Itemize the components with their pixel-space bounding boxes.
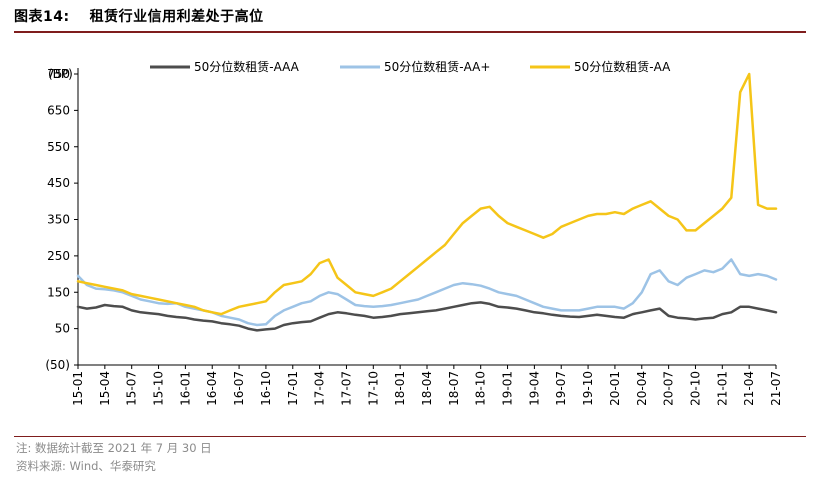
x-tick-label: 15-10: [152, 371, 166, 406]
x-tick-label: 18-04: [420, 371, 434, 406]
x-tick-label: 19-10: [581, 371, 595, 406]
legend-label-3: 50分位数租赁-AA: [574, 59, 671, 74]
x-tick-label: 19-07: [554, 371, 568, 406]
title-rule: [14, 31, 806, 33]
y-tick-label: 450: [47, 176, 70, 190]
series-line-1: [76, 301, 778, 332]
y-axis-label: (BP): [48, 67, 73, 81]
x-tick-label: 21-07: [769, 371, 783, 406]
x-tick-label: 16-10: [259, 371, 273, 406]
y-tick-label: 50: [55, 322, 70, 336]
x-tick-label: 16-01: [178, 371, 192, 406]
y-tick-label: 350: [47, 213, 70, 227]
x-tick-label: 15-04: [98, 371, 112, 406]
x-tick-label: 18-10: [474, 371, 488, 406]
legend-label-1: 50分位数租赁-AAA: [194, 59, 300, 74]
x-tick-label: 20-04: [635, 371, 649, 406]
chart-series-lines: [76, 72, 778, 332]
x-tick-label: 16-07: [232, 371, 246, 406]
x-tick-label: 20-10: [688, 371, 702, 406]
y-tick-label: (50): [45, 358, 70, 372]
y-tick-label: 750: [47, 67, 70, 81]
series-line-3: [76, 72, 778, 316]
y-tick-label: 250: [47, 249, 70, 263]
x-tick-label: 17-04: [313, 371, 327, 406]
legend-label-2: 50分位数租赁-AA+: [384, 59, 490, 74]
figure-label: 图表14:: [14, 9, 70, 25]
series-line-2: [76, 258, 778, 327]
footnote-date: 注: 数据统计截至 2021 年 7 月 30 日: [16, 441, 212, 455]
footnote-source: 资料来源: Wind、华泰研究: [16, 459, 156, 473]
x-tick-label: 18-07: [447, 371, 461, 406]
x-tick-label: 20-07: [662, 371, 676, 406]
x-tick-label: 15-01: [71, 371, 85, 406]
y-tick-label: 650: [47, 103, 70, 117]
y-tick-label: 550: [47, 140, 70, 154]
x-tick-label: 19-04: [527, 371, 541, 406]
x-tick-label: 20-01: [608, 371, 622, 406]
x-tick-label: 16-04: [205, 371, 219, 406]
footer-rule: [14, 436, 806, 437]
chart-legend: 50分位数租赁-AAA 50分位数租赁-AA+ 50分位数租赁-AA: [150, 59, 671, 74]
figure-title-bar: 图表14: 租赁行业信用利差处于高位: [14, 6, 806, 28]
x-tick-label: 19-01: [501, 371, 515, 406]
x-tick-label: 17-07: [339, 371, 353, 406]
x-tick-label: 18-01: [393, 371, 407, 406]
x-tick-label: 17-01: [286, 371, 300, 406]
figure-title: 租赁行业信用利差处于高位: [89, 9, 264, 25]
y-tick-label: 150: [47, 285, 70, 299]
x-tick-label: 17-10: [366, 371, 380, 406]
chart-axes: (50) 50 150 250 350 450 550 650 750 15-01 15-04 15-…: [45, 67, 783, 406]
x-tick-label: 15-07: [125, 371, 139, 406]
x-tick-label: 21-04: [742, 371, 756, 406]
x-tick-label: 21-01: [715, 371, 729, 406]
